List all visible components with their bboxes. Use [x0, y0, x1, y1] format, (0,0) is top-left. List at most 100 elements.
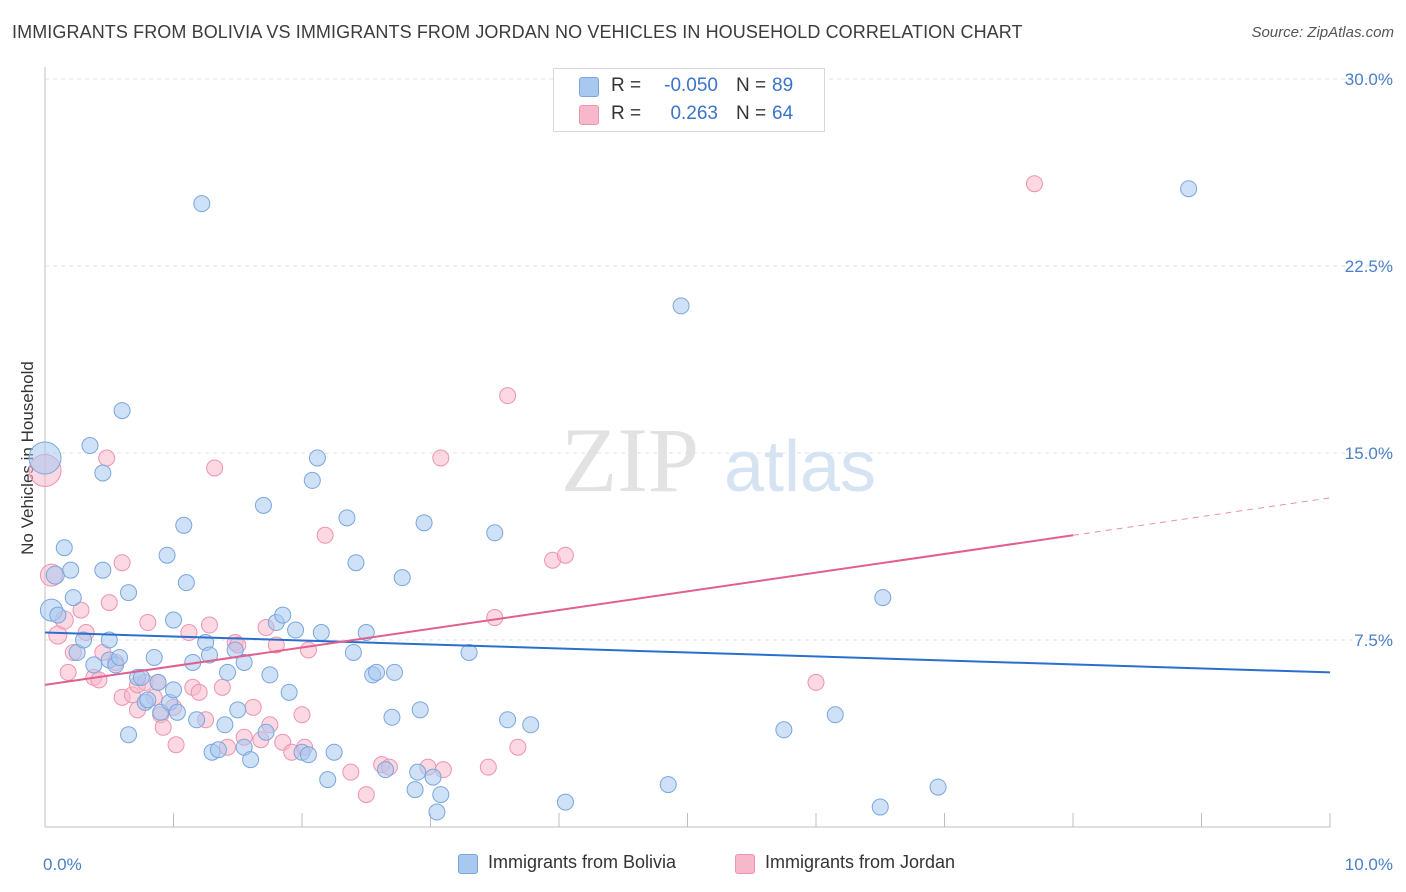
jordan-n-label: N =: [736, 103, 767, 124]
bolivia-point: [826, 706, 844, 724]
bolivia-point: [132, 668, 150, 686]
jordan-point: [342, 763, 360, 781]
jordan-point: [59, 663, 77, 681]
bolivia-point: [1180, 180, 1198, 198]
bolivia-point: [377, 761, 395, 779]
source-label: Source: ZipAtlas.com: [1251, 24, 1394, 41]
bolivia-point: [229, 701, 247, 719]
series-bolivia: [28, 180, 1198, 821]
bolivia-point: [874, 589, 892, 607]
bolivia-point: [175, 516, 193, 534]
bolivia-point: [168, 703, 186, 721]
jordan-point: [100, 594, 118, 612]
bolivia-point: [303, 471, 321, 489]
jordan-point: [72, 601, 90, 619]
bolivia-r-value: -0.050: [664, 75, 718, 96]
bolivia-point: [235, 653, 253, 671]
jordan-point: [113, 554, 131, 572]
bolivia-point: [409, 763, 427, 781]
bolivia-point: [287, 621, 305, 639]
bolivia-point: [522, 716, 540, 734]
bolivia-point: [344, 643, 362, 661]
bolivia-point: [871, 798, 889, 816]
jordan-point: [267, 636, 285, 654]
bolivia-point: [411, 701, 429, 719]
trend-line-jordan: [44, 534, 1074, 686]
bolivia-point: [299, 746, 317, 764]
jordan-point: [98, 449, 116, 467]
bolivia-point: [49, 606, 67, 624]
bolivia-point: [158, 546, 176, 564]
bolivia-point: [111, 648, 129, 666]
jordan-point: [556, 546, 574, 564]
bolivia-point: [308, 449, 326, 467]
bolivia-point: [94, 464, 112, 482]
bolivia-point: [486, 524, 504, 542]
jordan-r-value: 0.263: [670, 103, 718, 124]
bolivia-point: [347, 554, 365, 572]
bolivia-point: [428, 803, 446, 821]
bolivia-point: [188, 711, 206, 729]
jordan-point: [486, 609, 504, 627]
trend-line-jordan-extension: [1072, 497, 1331, 536]
bolivia-point: [280, 683, 298, 701]
bolivia-point: [100, 631, 118, 649]
bolivia-point: [929, 778, 947, 796]
watermark: ZIP atlas: [561, 409, 876, 511]
bolivia-point: [274, 606, 292, 624]
bolivia-point: [432, 786, 450, 804]
bolivia-point: [357, 624, 375, 642]
jordan-point: [206, 459, 224, 477]
jordan-point: [1025, 175, 1043, 193]
bolivia-point: [149, 673, 167, 691]
bolivia-point: [242, 751, 260, 769]
legend-jordan-swatch-icon: [735, 854, 755, 874]
y-tick-label: 15.0%: [1345, 444, 1393, 463]
bolivia-n-value: 89: [772, 75, 794, 96]
bolivia-point: [775, 721, 793, 739]
tick-labels: 7.5% 15.0% 22.5% 30.0% 0.0% 10.0%: [43, 70, 1393, 874]
jordan-point: [200, 616, 218, 634]
chart-title: IMMIGRANTS FROM BOLIVIA VS IMMIGRANTS FR…: [12, 22, 1023, 42]
bolivia-point: [338, 509, 356, 527]
jordan-swatch-icon: [579, 105, 599, 125]
bolivia-point: [556, 793, 574, 811]
gridlines: [45, 78, 1392, 641]
bolivia-point: [386, 663, 404, 681]
jordan-point: [316, 526, 334, 544]
bolivia-point: [393, 569, 411, 587]
legend-jordan-label: Immigrants from Jordan: [765, 852, 956, 872]
jordan-point: [807, 673, 825, 691]
jordan-point: [432, 449, 450, 467]
bolivia-point: [55, 539, 73, 557]
jordan-point: [293, 706, 311, 724]
bolivia-point: [261, 666, 279, 684]
bolivia-point: [177, 574, 195, 592]
x-tick-label: 10.0%: [1345, 855, 1393, 874]
bolivia-point: [94, 561, 112, 579]
jordan-point: [509, 738, 527, 756]
bolivia-point: [319, 771, 337, 789]
jordan-point: [154, 718, 172, 736]
bolivia-point: [325, 743, 343, 761]
y-tick-label: 7.5%: [1354, 631, 1393, 650]
bolivia-point: [209, 741, 227, 759]
bolivia-point: [254, 496, 272, 514]
legend-bolivia-label: Immigrants from Bolivia: [488, 852, 677, 872]
bolivia-swatch-icon: [579, 77, 599, 97]
watermark-atlas: atlas: [724, 427, 876, 507]
jordan-point: [190, 683, 208, 701]
bolivia-point: [216, 716, 234, 734]
x-tick-label: 0.0%: [43, 855, 82, 874]
bolivia-point: [406, 781, 424, 799]
trend-lines: [44, 497, 1331, 686]
bolivia-point: [499, 711, 517, 729]
bolivia-point: [200, 646, 218, 664]
watermark-zip: ZIP: [561, 409, 699, 511]
jordan-point: [167, 736, 185, 754]
jordan-point: [139, 614, 157, 632]
bolivia-point: [368, 663, 386, 681]
stats-row-bolivia: R = -0.050 N = 89: [554, 73, 824, 99]
bolivia-point: [113, 402, 131, 420]
